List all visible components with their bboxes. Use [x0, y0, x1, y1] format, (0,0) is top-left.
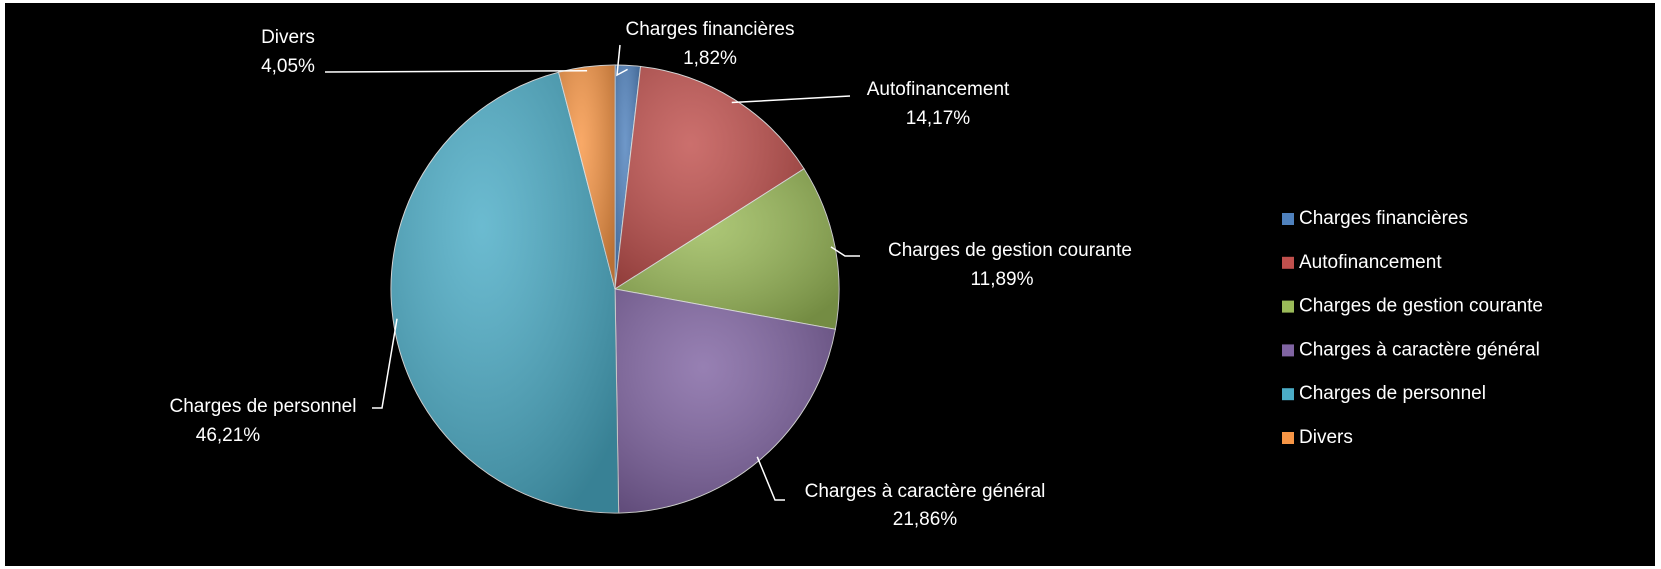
slice-value-label: 4,05%: [261, 56, 315, 77]
leader-line: [756, 456, 785, 501]
legend-swatch: [1282, 432, 1294, 444]
slice-shade: [615, 289, 836, 513]
legend-label: Charges à caractère général: [1299, 339, 1540, 360]
slice-label: Charges à caractère général: [805, 481, 1046, 502]
legend-label: Charges de gestion courante: [1299, 296, 1543, 317]
slice-label: Charges de gestion courante: [888, 240, 1132, 261]
leader-line: [731, 95, 851, 104]
legend-swatch: [1282, 388, 1294, 401]
slice-shade: [390, 72, 619, 514]
slice-shade: [558, 65, 615, 289]
slice-value-label: 11,89%: [970, 269, 1033, 290]
slice-label: Charges financières: [626, 19, 795, 40]
slice-value-label: 14,17%: [906, 108, 971, 129]
leader-line: [830, 246, 860, 257]
slice-label: Charges de personnel: [170, 396, 357, 417]
slice-shade: [615, 168, 839, 330]
leader-line: [616, 44, 628, 77]
slice-label: Autofinancement: [867, 79, 1010, 100]
legend-swatch: [1282, 300, 1294, 313]
legend-label: Autofinancement: [1299, 252, 1442, 273]
legend-label: Charges de personnel: [1299, 383, 1486, 404]
legend-swatch: [1282, 344, 1294, 357]
slice-shade: [615, 66, 805, 289]
slice-value-label: 46,21%: [196, 425, 261, 446]
slice-label: Divers: [261, 27, 315, 48]
slice-value-label: 1,82%: [683, 48, 737, 69]
leader-line: [324, 70, 588, 73]
leader-line: [372, 318, 398, 409]
legend-swatch: [1282, 213, 1294, 225]
legend-swatch: [1282, 256, 1294, 269]
legend-label: Divers: [1299, 427, 1353, 448]
legend-label: Charges financières: [1299, 208, 1468, 229]
slice-value-label: 21,86%: [893, 509, 958, 530]
